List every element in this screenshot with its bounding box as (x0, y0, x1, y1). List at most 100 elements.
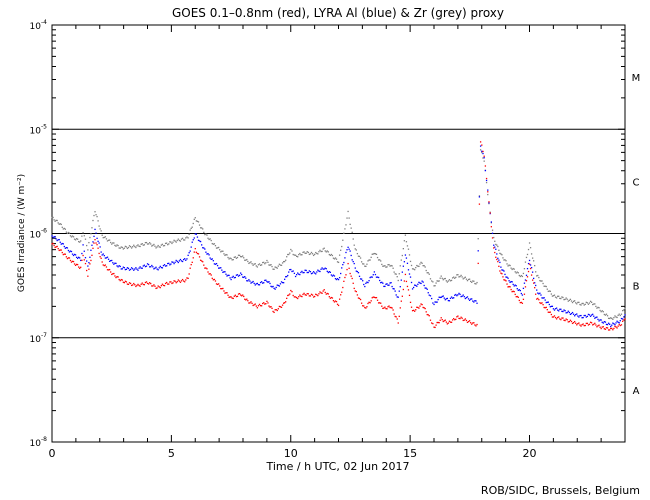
data-point (288, 271, 290, 273)
data-point (502, 269, 504, 271)
data-point (106, 240, 109, 242)
data-point (106, 269, 109, 271)
data-point (248, 262, 250, 265)
data-point (202, 228, 204, 230)
chart-title: GOES 0.1–0.8nm (red), LYRA Al (blue) & Z… (172, 6, 504, 20)
data-point (225, 292, 227, 294)
data-point (528, 242, 531, 244)
data-point (337, 304, 340, 307)
data-point (312, 271, 315, 273)
data-point (479, 141, 482, 143)
data-point (453, 317, 455, 320)
data-point (57, 222, 59, 224)
data-point (187, 237, 189, 239)
data-point (588, 323, 591, 325)
data-point (205, 267, 207, 269)
data-point (593, 323, 595, 326)
data-point (174, 240, 176, 242)
data-point (478, 203, 481, 205)
data-point (438, 280, 440, 282)
data-point (201, 244, 203, 246)
data-point (602, 322, 604, 324)
data-point (397, 296, 399, 298)
data-point (557, 295, 559, 297)
data-point (362, 280, 364, 282)
data-point (501, 269, 503, 271)
series-goes-0-1-0-8nm (51, 141, 626, 331)
data-point (507, 265, 509, 267)
data-point (138, 267, 140, 269)
data-point (132, 268, 134, 270)
data-point (208, 254, 210, 256)
data-point (590, 314, 593, 316)
data-point (383, 265, 385, 267)
data-point (383, 285, 385, 288)
data-point (418, 281, 420, 283)
data-point (315, 293, 317, 295)
data-point (222, 287, 224, 290)
data-point (215, 283, 218, 285)
data-point (81, 252, 83, 255)
data-point (141, 243, 143, 245)
data-point (351, 277, 353, 280)
data-point (614, 324, 616, 326)
data-point (62, 228, 64, 230)
data-point (189, 250, 191, 252)
data-point (315, 273, 317, 275)
data-point (128, 245, 131, 247)
data-point (432, 322, 434, 325)
data-point (84, 257, 87, 259)
data-point (87, 265, 89, 267)
data-point (255, 305, 257, 307)
data-point (93, 214, 95, 217)
data-point (521, 275, 524, 278)
data-point (483, 155, 485, 157)
data-point (235, 274, 238, 276)
data-point (304, 294, 306, 296)
data-point (470, 322, 472, 324)
data-point (384, 306, 386, 308)
data-point (459, 317, 461, 320)
data-point (307, 271, 309, 274)
data-point (111, 243, 113, 245)
data-point (69, 235, 72, 237)
data-point (368, 259, 370, 261)
data-point (502, 276, 504, 278)
data-point (299, 273, 301, 276)
data-point (453, 276, 455, 278)
data-point (162, 264, 165, 267)
data-point (204, 267, 206, 269)
data-point (450, 279, 453, 282)
data-point (147, 263, 150, 266)
data-point (596, 316, 598, 318)
data-point (440, 317, 442, 319)
data-point (207, 237, 209, 239)
data-point (371, 253, 373, 255)
data-point (527, 248, 530, 251)
data-point (284, 260, 286, 263)
data-point (400, 279, 402, 281)
data-point (61, 251, 63, 254)
data-point (121, 268, 123, 270)
data-point (65, 246, 68, 249)
data-point (111, 259, 113, 262)
data-point (76, 263, 79, 266)
data-point (400, 259, 402, 261)
data-point (197, 253, 200, 255)
data-point (310, 293, 313, 295)
data-point (560, 308, 562, 310)
data-point (364, 285, 366, 288)
data-point (217, 283, 220, 285)
data-point (538, 293, 540, 295)
data-point (353, 287, 355, 290)
data-point (210, 258, 212, 261)
flare-class-label: C (633, 177, 640, 188)
data-point (145, 281, 148, 283)
data-point (310, 251, 313, 254)
data-point (432, 281, 434, 283)
data-point (107, 239, 110, 241)
data-point (417, 306, 419, 309)
data-point (412, 309, 415, 311)
data-point (81, 259, 83, 261)
data-point (297, 256, 299, 258)
